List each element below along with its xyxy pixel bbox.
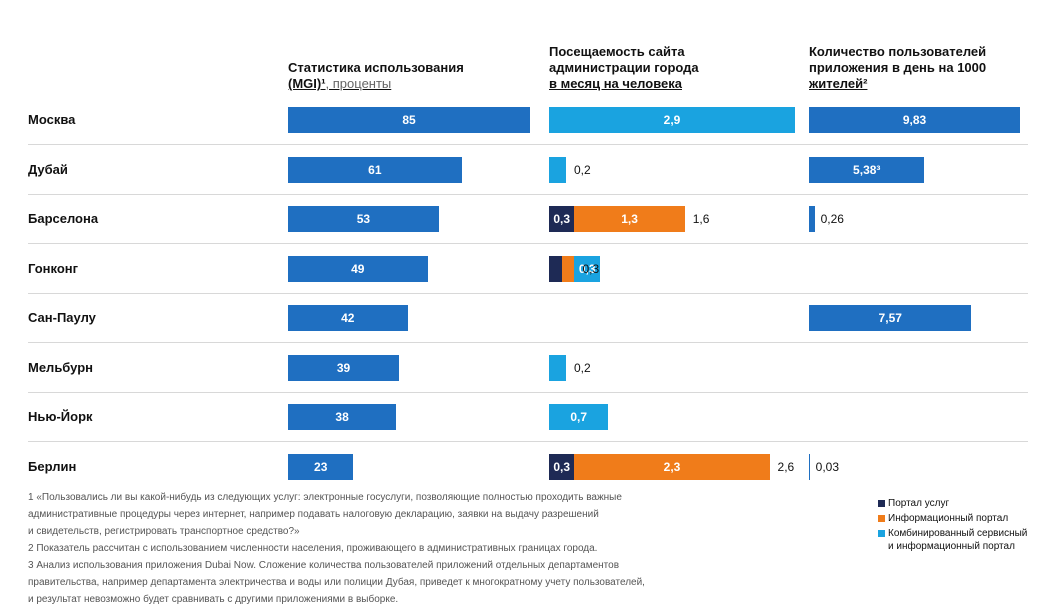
footnote: 2 Показатель рассчитан с использованием … (28, 543, 598, 554)
value-label: 0,03 (815, 459, 839, 474)
value-label: 0,26 (820, 212, 844, 226)
header-line: в месяц на человека (549, 76, 682, 91)
bar-segment (549, 255, 562, 282)
footnote: 3 Анализ использования приложения Dubai … (28, 560, 620, 571)
legend: Портал услуг Информационный портал Комбини… (878, 497, 1028, 555)
column-header: Статистика использования (MGI)¹, проценты (288, 60, 538, 92)
city-label: Гонконг (28, 260, 79, 276)
value-label: 38 (335, 410, 349, 424)
bar (288, 404, 397, 430)
value-label: 9,83 (902, 113, 927, 127)
bar (288, 206, 439, 232)
row-separator (28, 441, 1028, 442)
value-label: 7,57 (878, 311, 902, 325)
bar (288, 354, 400, 381)
row-separator (28, 193, 1028, 195)
bar-segment (561, 255, 575, 282)
value-label: 0,2 (573, 360, 591, 375)
city-label: Мельбурн (28, 359, 94, 375)
value-label: 39 (336, 360, 351, 375)
value-label: 0,2 (573, 162, 591, 177)
value-label: 42 (341, 311, 355, 325)
value-label: 85 (402, 113, 416, 127)
legend-swatch (878, 500, 885, 507)
row-separator (28, 243, 1028, 244)
column-header: Посещаемость сайта администрации города в … (549, 44, 799, 92)
city-label: Сан-Паулу (28, 310, 96, 325)
bar (288, 453, 354, 480)
total-label: 1,6 (692, 212, 710, 226)
footnote: и результат невозможно будет сравнивать … (28, 594, 399, 605)
value-label: 1,3 (621, 212, 638, 226)
city-label: Дубай (28, 161, 68, 177)
row-separator (28, 342, 1028, 343)
bar-segment (549, 206, 575, 232)
row-separator (28, 292, 1028, 294)
bar-segment (549, 404, 609, 430)
legend-label: Комбинированный сервисный и информационн… (888, 528, 1028, 552)
footnote: административные процедуры через интерне… (28, 509, 599, 520)
value-label: 23 (314, 459, 328, 474)
value-label: 49 (351, 261, 365, 276)
row-separator (28, 391, 1028, 393)
footnote: 1 «Пользовались ли вы какой-нибудь из сл… (28, 492, 622, 503)
value-label: 0,3 (553, 212, 571, 226)
value-label: 0,3 (578, 261, 596, 276)
bar (288, 305, 408, 331)
legend-label: Портал услуг (888, 498, 950, 509)
legend-item: Комбинированный сервисный и информационн… (878, 527, 1028, 553)
header-line: администрации города (549, 60, 699, 75)
total-label: 2,6 (777, 459, 795, 474)
bar-segment (549, 107, 795, 133)
bar (288, 255, 428, 282)
bar-segment (549, 354, 566, 381)
header-line: приложения в день на 1000 (809, 60, 987, 75)
value-label: 53 (356, 212, 371, 226)
value-label: 2,3 (663, 459, 681, 474)
bar-segment (574, 453, 770, 480)
value-label: 61 (368, 162, 382, 177)
bar (809, 206, 815, 232)
header-line: Посещаемость сайта (549, 44, 685, 59)
bar (809, 453, 810, 480)
bar-segment (549, 453, 575, 480)
header-line: Статистика использования (288, 60, 464, 75)
city-label: Москва (28, 112, 76, 127)
row-separator (28, 144, 1028, 145)
city-label: Нью-Йорк (28, 409, 93, 424)
header-line: жителей² (809, 76, 868, 91)
city-label: Берлин (28, 458, 77, 474)
bar (288, 156, 462, 183)
value-label: 0,3 (553, 459, 571, 474)
header-line: Количество пользователей (809, 44, 987, 59)
value-label: 2,9 (663, 113, 681, 127)
city-label: Барселона (28, 211, 99, 226)
value-label: 0,7 (570, 410, 588, 424)
legend-item: Портал услуг (878, 497, 1028, 510)
bar (288, 107, 530, 133)
footnote: и свидетельств, регистрировать транспорт… (28, 526, 300, 537)
legend-label: Информационный портал (888, 513, 1009, 524)
bar-segment (574, 206, 685, 232)
unit: , проценты (325, 76, 392, 91)
bar (809, 156, 925, 183)
column-header: Количество пользователей приложения в ден… (809, 44, 1054, 92)
bar (809, 305, 972, 331)
bar (809, 107, 1020, 133)
bar-segment (549, 156, 566, 183)
legend-swatch (878, 515, 885, 522)
header-line: (MGI)¹, проценты (288, 76, 392, 91)
legend-item: Информационный портал (878, 512, 1028, 525)
footnote: правительства, например департамента эле… (28, 577, 645, 588)
value-label: 5,38³ (853, 162, 881, 177)
total-label: 0,3 (582, 261, 600, 276)
legend-swatch (878, 530, 885, 537)
bar-segment (574, 255, 600, 282)
